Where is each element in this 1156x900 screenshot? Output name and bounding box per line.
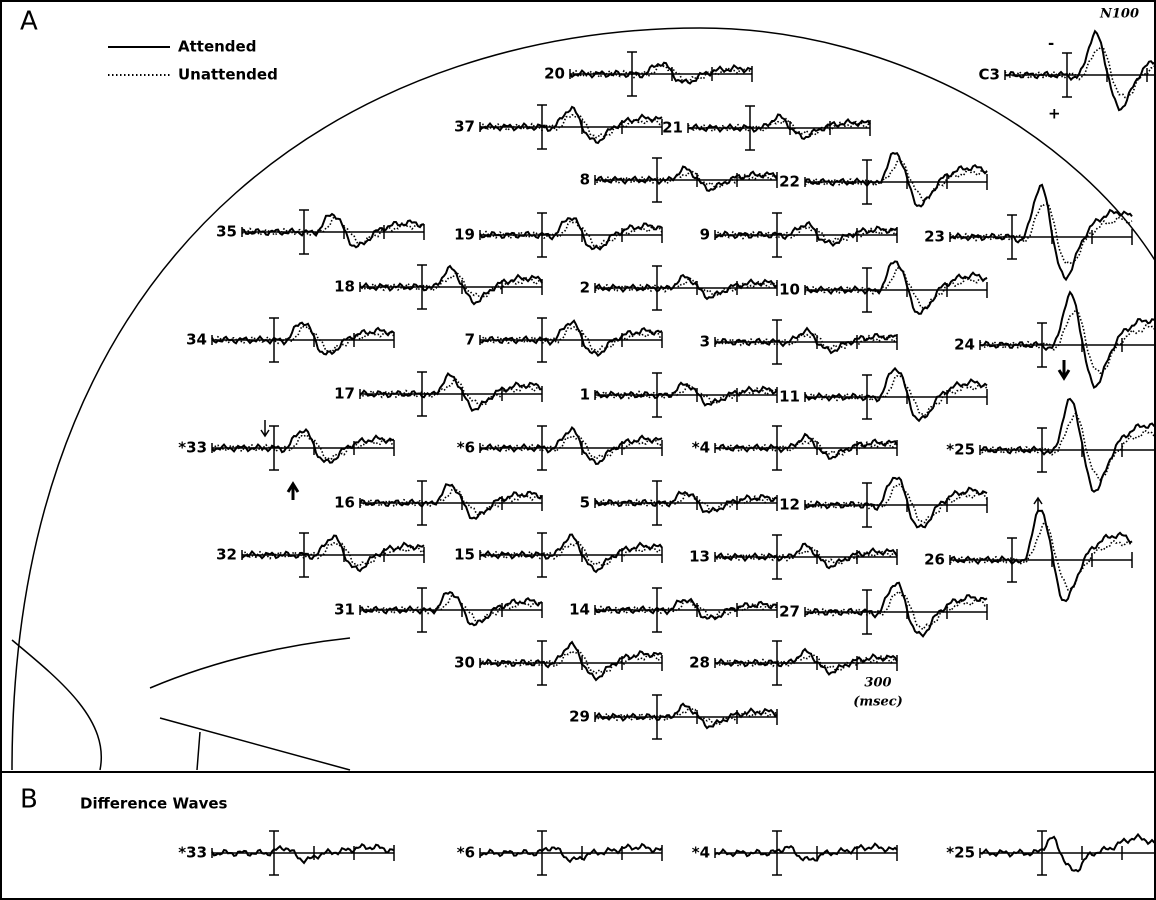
unattended-wave: [360, 272, 542, 298]
electrode-label: 28: [689, 654, 710, 672]
unattended-wave: [950, 522, 1132, 590]
electrode-label: *25: [946, 441, 975, 459]
arrow: [1059, 360, 1069, 378]
electrode-label: *6: [457, 844, 475, 862]
electrode-label: *6: [457, 439, 475, 457]
electrode-label: 11: [779, 388, 800, 406]
electrode-label: 23: [924, 228, 945, 246]
unattended-wave: [980, 309, 1156, 373]
electrode-label: 35: [216, 223, 237, 241]
electrode-label: 17: [334, 385, 355, 403]
electrode-label: 3: [700, 333, 710, 351]
attended-wave: [480, 642, 662, 680]
time-label: 300: [864, 676, 891, 691]
electrode-label: *4: [692, 439, 710, 457]
attended-wave: [360, 592, 542, 625]
unattended-wave: [805, 376, 987, 415]
attended-wave: [950, 185, 1132, 280]
legend-label: Unattended: [178, 66, 278, 84]
electrode-label: 19: [454, 226, 475, 244]
unattended-wave: [715, 654, 897, 671]
polarity-label: +: [1048, 105, 1061, 123]
attended-wave: [805, 583, 987, 637]
legend-label: Attended: [178, 38, 256, 56]
electrode-label: *25: [946, 844, 975, 862]
unattended-wave: [950, 204, 1132, 265]
electrode-label: 12: [779, 496, 800, 514]
electrode-label: 2: [580, 279, 590, 297]
electrode-label: 18: [334, 278, 355, 296]
arrow: [288, 484, 298, 500]
attended-wave: [805, 153, 987, 206]
electrode-label: 24: [954, 336, 975, 354]
electrode-label: 30: [454, 654, 475, 672]
attended-wave: [242, 214, 424, 247]
attended-wave: [715, 544, 897, 568]
electrode-label: 10: [779, 281, 800, 299]
peak-label: N100: [1099, 7, 1139, 22]
attended-wave: [480, 428, 662, 464]
electrode-label: *33: [178, 844, 207, 862]
attended-wave: [480, 107, 662, 143]
attended-wave: [980, 399, 1156, 492]
electrode-label: 5: [580, 494, 590, 512]
electrode-label: 27: [779, 603, 800, 621]
attended-wave: [242, 536, 424, 572]
unattended-wave: [242, 217, 424, 244]
electrode-label: 14: [569, 601, 590, 619]
electrode-label: *4: [692, 844, 710, 862]
unattended-wave: [212, 326, 394, 352]
electrode-label: 32: [216, 546, 237, 564]
electrode-label: 8: [580, 171, 590, 189]
electrode-label: 20: [544, 65, 565, 83]
attended-wave: [360, 484, 542, 518]
figure: A Attended Unattended N100 - + 300 (msec…: [0, 0, 1156, 900]
electrode-label: 9: [700, 226, 710, 244]
electrode-label: 29: [569, 708, 590, 726]
electrode-label: 21: [662, 119, 683, 137]
unattended-wave: [595, 601, 777, 618]
attended-wave: [688, 115, 870, 139]
brain-contour: [160, 718, 350, 770]
electrode-label: 1: [580, 386, 590, 404]
panel-label: A: [20, 7, 38, 37]
panel-label: B: [20, 785, 38, 815]
electrode-label: 22: [779, 173, 800, 191]
attended-wave: [715, 328, 897, 353]
electrode-label: 15: [454, 546, 475, 564]
polarity-label: -: [1048, 35, 1054, 53]
electrode-label: *33: [178, 439, 207, 457]
attended-wave: [715, 844, 897, 861]
attended-wave: [805, 368, 987, 420]
attended-wave: [480, 321, 662, 356]
arrow: [261, 420, 269, 436]
brain-contour: [150, 638, 350, 688]
time-unit: (msec): [853, 695, 903, 710]
attended-wave: [1005, 31, 1156, 110]
electrode-label: C3: [979, 66, 1000, 84]
unattended-wave: [805, 159, 987, 201]
panel-title: Difference Waves: [80, 795, 228, 813]
attended-wave: [950, 511, 1132, 601]
ear-outline: [12, 640, 101, 770]
unattended-wave: [980, 413, 1156, 480]
attended-wave: [480, 535, 662, 572]
electrode-label: 37: [454, 118, 475, 136]
electrode-label: 16: [334, 494, 355, 512]
electrode-label: 31: [334, 601, 355, 619]
electrode-label: 7: [465, 331, 475, 349]
electrode-label: 13: [689, 548, 710, 566]
attended-wave: [715, 222, 897, 245]
attended-wave: [715, 434, 897, 459]
unattended-wave: [715, 439, 897, 456]
electrode-label: 34: [186, 331, 207, 349]
attended-wave: [212, 430, 394, 463]
electrode-label: 26: [924, 551, 945, 569]
unattended-wave: [805, 268, 987, 308]
